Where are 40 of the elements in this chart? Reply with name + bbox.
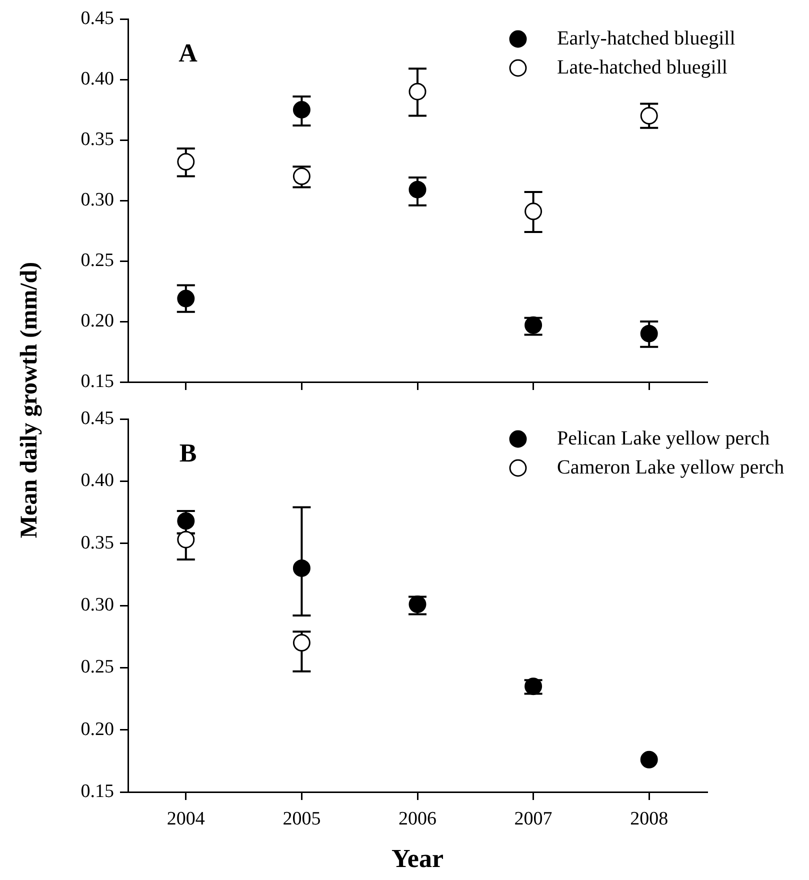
- legend-label: Early-hatched bluegill: [557, 27, 736, 50]
- x-tick-label: 2005: [282, 808, 321, 830]
- point: [292, 634, 310, 652]
- point: [292, 559, 310, 577]
- y-tick-label: 0.35: [80, 128, 114, 150]
- x-axis-title: Year: [392, 844, 444, 874]
- point: [408, 180, 426, 198]
- point: [524, 202, 542, 220]
- point: [292, 101, 310, 118]
- y-tick-label: 0.45: [80, 408, 114, 429]
- point: [177, 512, 195, 530]
- y-tick-label: 0.25: [80, 250, 114, 271]
- y-tick-label: 0.30: [80, 189, 114, 210]
- x-tick-label: 2006: [398, 808, 436, 830]
- y-tick-label: 0.35: [80, 532, 114, 554]
- y-tick-label: 0.45: [80, 8, 114, 29]
- y-tick-label: 0.15: [80, 780, 114, 802]
- point: [177, 290, 195, 308]
- point: [408, 82, 426, 100]
- y-tick-label: 0.30: [80, 594, 114, 616]
- y-tick-label: 0.40: [80, 68, 114, 90]
- y-axis-title: Mean daily growth (mm/d): [16, 262, 44, 538]
- point: [640, 107, 658, 125]
- x-tick-label: 2004: [166, 808, 206, 830]
- y-tick-label: 0.20: [80, 718, 114, 740]
- y-tick-label: 0.40: [80, 470, 114, 492]
- y-tick-label: 0.20: [80, 310, 114, 332]
- point: [177, 530, 195, 548]
- x-tick-label: 2008: [630, 808, 668, 830]
- legend-label: Late-hatched bluegill: [557, 56, 728, 78]
- point: [640, 324, 658, 342]
- annotation: B: [179, 438, 197, 468]
- point: [640, 750, 658, 768]
- annotation: A: [178, 38, 198, 68]
- legend-label: Cameron Lake yellow perch: [557, 456, 784, 478]
- x-tick-label: 2007: [514, 808, 552, 830]
- legend-label: Pelican Lake yellow perch: [557, 427, 770, 450]
- y-tick-label: 0.15: [80, 370, 114, 392]
- point: [177, 153, 195, 171]
- y-tick-label: 0.25: [80, 656, 114, 678]
